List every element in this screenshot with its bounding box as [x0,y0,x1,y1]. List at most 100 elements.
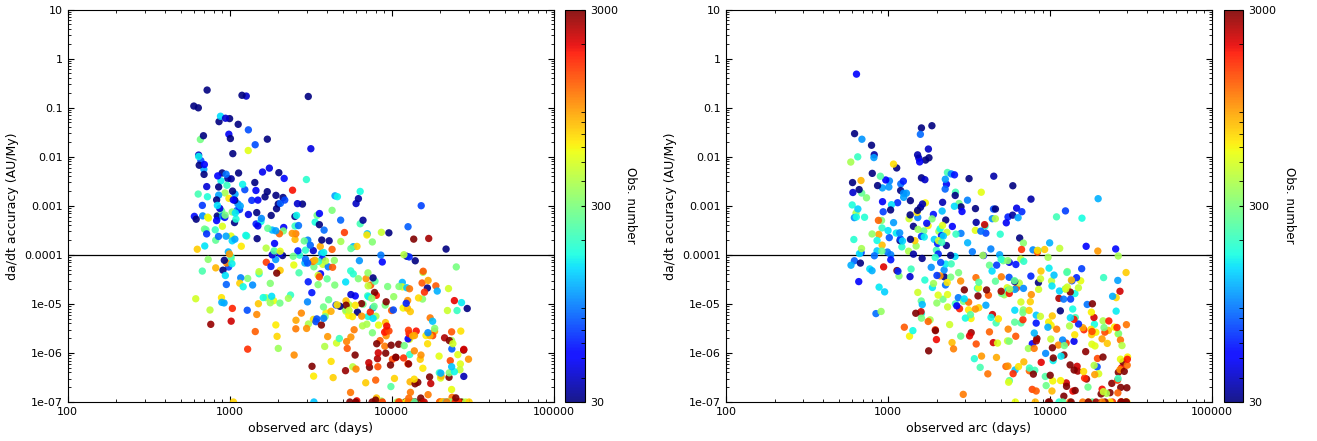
Point [262,227,283,234]
Point [1108,377,1129,384]
Point [911,255,932,262]
Point [871,308,892,315]
Point [1026,320,1047,327]
Point [311,250,332,257]
Point [432,399,453,406]
Point [923,280,944,287]
Point [238,211,259,218]
Point [851,249,872,256]
Point [248,300,269,307]
Point [910,131,931,138]
Point [245,187,266,194]
Point [313,227,335,234]
Point [255,294,277,301]
Point [982,311,1004,318]
Point [278,295,299,302]
Point [374,302,395,309]
Point [931,208,952,215]
Point [221,260,242,267]
Point [219,250,240,258]
Point [353,217,374,224]
Point [840,262,861,269]
Point [262,250,283,258]
Point [317,333,338,340]
Point [399,378,420,385]
Point [298,93,319,100]
Point [1108,330,1129,337]
Point [381,342,402,349]
Point [303,373,324,380]
Point [325,302,346,309]
Point [340,399,361,406]
Point [1105,246,1126,253]
Point [441,363,462,370]
Point [392,284,414,291]
Point [997,337,1018,344]
Point [266,205,287,212]
Point [1110,355,1131,363]
Point [876,176,897,183]
Point [324,192,345,199]
Point [1027,279,1048,286]
Point [971,353,992,360]
Point [362,239,383,246]
Point [229,206,250,213]
Point [843,189,864,196]
Point [1040,322,1062,329]
Point [398,297,419,304]
Point [1098,318,1119,325]
Point [1081,340,1102,348]
Point [864,154,885,161]
Point [1062,277,1083,284]
Point [270,267,291,274]
Point [287,247,308,254]
Point [1059,399,1080,406]
Point [925,326,946,333]
Point [221,175,242,182]
Point [312,261,333,268]
Point [237,306,258,314]
Point [905,237,926,244]
Point [882,219,903,226]
Point [298,321,319,328]
Point [1063,306,1084,313]
Point [1035,382,1056,389]
Point [1038,254,1059,261]
Point [1005,306,1026,314]
Point [1084,314,1105,321]
Point [215,190,236,197]
Point [211,294,232,301]
Point [859,265,880,273]
Point [362,315,383,322]
Point [996,363,1017,370]
Point [213,299,234,306]
Point [986,340,1008,347]
Point [195,226,216,233]
Point [1051,353,1072,360]
Point [844,130,865,137]
Point [960,329,981,336]
Point [270,299,291,306]
Point [242,281,263,288]
Point [358,293,379,300]
Point [345,292,366,299]
Point [348,275,369,282]
Point [889,237,910,244]
Point [400,389,421,396]
Point [267,345,288,352]
Point [1050,307,1071,314]
Point [892,243,913,250]
Point [1035,350,1056,357]
Point [1100,399,1121,406]
Point [882,161,903,168]
Point [890,235,911,243]
Point [345,351,366,359]
Point [1072,324,1093,331]
Point [444,368,465,375]
Point [1064,387,1085,394]
Point [338,312,360,319]
Point [846,71,867,78]
Point [1021,273,1042,280]
Point [420,380,441,387]
Point [307,315,328,322]
